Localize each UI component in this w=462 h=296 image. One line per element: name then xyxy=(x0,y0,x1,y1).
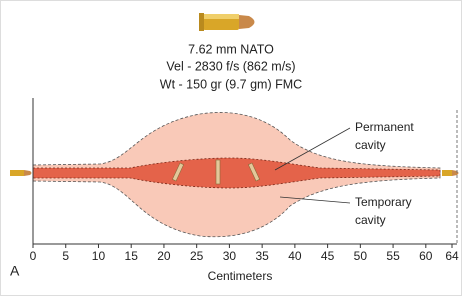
tick-label: 15 xyxy=(125,249,139,263)
tick-label: 30 xyxy=(223,249,237,263)
tick-label: 45 xyxy=(321,249,335,263)
tick-label: 40 xyxy=(288,249,302,263)
panel-letter: A xyxy=(10,263,20,279)
tick-label: 25 xyxy=(190,249,204,263)
header-line: Wt - 150 gr (9.7 gm) FMC xyxy=(160,77,302,91)
label: cavity xyxy=(355,138,386,152)
tick-label: 55 xyxy=(386,249,400,263)
axis-label: Centimeters xyxy=(208,269,273,283)
tick-label: 20 xyxy=(157,249,171,263)
tick-label: 35 xyxy=(255,249,269,263)
label: Temporary xyxy=(355,195,412,209)
tick-label: 0 xyxy=(30,249,37,263)
tick-label: 10 xyxy=(92,249,106,263)
label: cavity xyxy=(355,213,386,227)
tick-label: 50 xyxy=(354,249,368,263)
header-line: Vel - 2830 f/s (862 m/s) xyxy=(166,59,295,73)
diagram: 7.62 mm NATO Vel - 2830 f/s (862 m/s) Wt… xyxy=(0,0,462,296)
tick-label: 64 xyxy=(445,249,459,263)
tick-label: 5 xyxy=(62,249,69,263)
header-line: 7.62 mm NATO xyxy=(188,42,274,56)
label: Permanent xyxy=(355,120,414,134)
tick-label: 60 xyxy=(419,249,433,263)
